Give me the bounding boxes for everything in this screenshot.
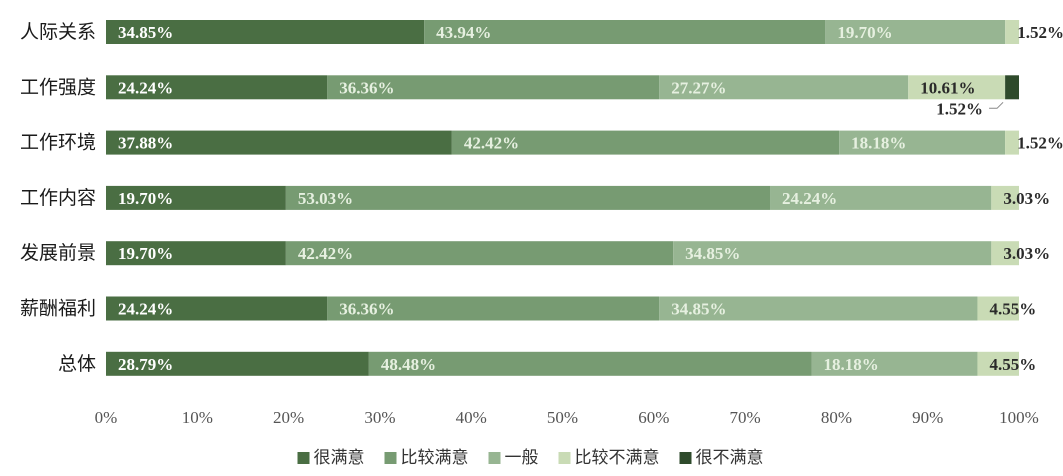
bar-segment <box>977 296 1019 321</box>
bar-segment <box>770 185 992 210</box>
data-label: 43.94% <box>436 23 491 42</box>
x-tick-label: 40% <box>456 408 487 427</box>
legend-swatch <box>488 452 501 464</box>
bar-segment <box>825 20 1006 44</box>
legend-label: 一般 <box>505 448 539 468</box>
legend-label: 比较不满意 <box>575 448 660 468</box>
bar-segment <box>424 20 826 44</box>
data-label: 1.52% <box>936 99 983 118</box>
legend-swatch <box>679 452 692 464</box>
data-label: 19.70% <box>837 23 892 42</box>
data-label: 3.03% <box>1003 189 1050 208</box>
bar-segment <box>1005 20 1020 44</box>
legend: 很满意 比较满意 一般 比较不满意 很不满意 <box>297 448 764 468</box>
x-tick-label: 100% <box>999 408 1039 427</box>
data-label: 3.03% <box>1003 244 1050 263</box>
x-tick-label: 80% <box>821 408 852 427</box>
bar-segment <box>991 185 1019 210</box>
category-label: 工作环境 <box>20 132 96 154</box>
data-label: 34.85% <box>685 244 740 263</box>
data-label: 10.61% <box>920 78 975 97</box>
data-label: 1.52% <box>1017 134 1063 153</box>
bar-segment <box>811 351 978 376</box>
legend-label: 比较满意 <box>401 448 469 468</box>
data-labels-layer: 34.85% 43.94% 19.70% 1.52% 24.24% 36.36% 27.27… <box>118 23 1063 374</box>
x-tick-label: 10% <box>182 408 213 427</box>
bar-segment <box>1005 75 1019 100</box>
bar-segment <box>991 241 1019 266</box>
category-label: 人际关系 <box>20 21 96 43</box>
data-label: 27.27% <box>671 78 726 97</box>
data-label: 24.24% <box>118 78 173 97</box>
bars-layer <box>106 20 1020 376</box>
bar-segment <box>285 241 674 266</box>
data-label: 53.03% <box>298 189 353 208</box>
bar-segment <box>106 351 369 376</box>
bar-segment <box>327 296 660 321</box>
data-label: 18.18% <box>823 355 878 374</box>
x-tick-label: 70% <box>730 408 761 427</box>
leader-line <box>989 101 1004 109</box>
x-tick-label: 20% <box>273 408 304 427</box>
bar-segment <box>106 296 328 321</box>
bar-segment <box>659 75 909 100</box>
data-label: 24.24% <box>118 300 173 319</box>
data-label: 24.24% <box>782 189 837 208</box>
category-label: 总体 <box>58 353 96 375</box>
category-label: 工作强度 <box>20 76 96 98</box>
data-label: 1.52% <box>1017 23 1063 42</box>
data-label: 48.48% <box>381 355 436 374</box>
category-label: 工作内容 <box>20 187 96 209</box>
data-label: 36.36% <box>339 78 394 97</box>
bar-segment <box>368 351 812 376</box>
data-label: 37.88% <box>118 134 173 153</box>
legend-label: 很满意 <box>314 448 365 468</box>
bar-segment <box>673 241 992 266</box>
category-label: 薪酬福利 <box>20 298 96 320</box>
bar-segment <box>839 130 1006 155</box>
data-label: 42.42% <box>298 244 353 263</box>
bar-segment <box>1005 130 1019 155</box>
data-label: 4.55% <box>989 300 1036 319</box>
x-tick-label: 0% <box>95 408 118 427</box>
bar-segment <box>106 241 286 266</box>
x-tick-label: 30% <box>364 408 395 427</box>
data-label: 4.55% <box>989 355 1036 374</box>
bar-segment <box>327 75 660 100</box>
x-tick-label: 90% <box>912 408 943 427</box>
bar-segment <box>106 185 286 210</box>
legend-label: 很不满意 <box>696 448 764 468</box>
x-axis-ticks: 0% 10% 20% 30% 40% 50% 60% 70% 80% 90% 100% <box>95 408 1039 427</box>
data-label: 19.70% <box>118 244 173 263</box>
data-label: 19.70% <box>118 189 173 208</box>
bar-segment <box>977 351 1019 376</box>
bar-segment <box>659 296 978 321</box>
bar-segment <box>106 75 328 100</box>
data-label: 28.79% <box>118 355 173 374</box>
data-label: 42.42% <box>464 134 519 153</box>
bar-segment <box>908 75 1006 100</box>
bar-segment <box>106 130 452 155</box>
category-label: 发展前景 <box>20 242 96 264</box>
data-label: 34.85% <box>671 300 726 319</box>
data-label: 18.18% <box>851 134 906 153</box>
bar-segment <box>285 185 771 210</box>
legend-swatch <box>558 452 571 464</box>
x-tick-label: 60% <box>638 408 669 427</box>
bar-segment <box>451 130 840 155</box>
bar-segment <box>106 20 425 44</box>
legend-swatch <box>297 452 310 464</box>
data-label: 34.85% <box>118 23 173 42</box>
x-tick-label: 50% <box>547 408 578 427</box>
data-label: 36.36% <box>339 300 394 319</box>
legend-swatch <box>384 452 397 464</box>
